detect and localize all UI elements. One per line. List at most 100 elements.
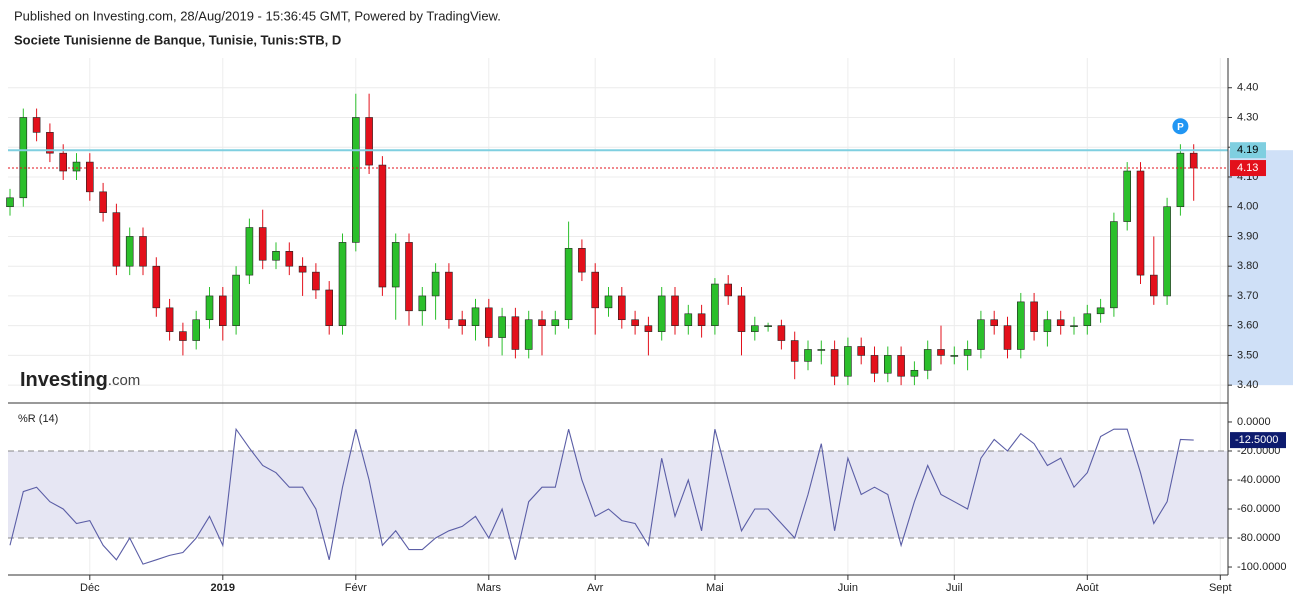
y-tick-label: 3.90 <box>1237 230 1258 242</box>
x-tick-label: Mai <box>706 582 724 594</box>
candle-body <box>790 340 799 362</box>
candle-body <box>32 117 41 133</box>
candle-body <box>258 227 267 261</box>
candle-body <box>325 289 334 326</box>
candle-body <box>245 227 254 276</box>
y-tick-label: -60.0000 <box>1237 503 1280 515</box>
candle-body <box>431 271 440 297</box>
candle-body <box>844 346 852 377</box>
y-tick-label: -40.0000 <box>1237 474 1280 486</box>
candle-body <box>418 295 427 312</box>
candle-body <box>232 274 240 326</box>
candle-body <box>272 251 280 261</box>
candle-body <box>750 325 759 332</box>
candle-body <box>59 152 68 172</box>
x-tick-label: Févr <box>345 582 367 594</box>
price-range-highlight <box>1229 150 1293 386</box>
candle-body <box>1150 274 1158 297</box>
candle-body <box>19 117 28 199</box>
candle-body <box>1096 307 1105 315</box>
candle-body <box>551 319 560 326</box>
candle-body <box>697 313 706 326</box>
y-tick-label: 4.30 <box>1237 111 1258 123</box>
candle-body <box>99 191 107 213</box>
candle-body <box>684 313 693 326</box>
candle-body <box>152 265 161 309</box>
candle-body <box>657 295 666 332</box>
candle-body <box>192 319 200 341</box>
candle-body <box>1123 170 1131 222</box>
candle-body <box>1083 313 1092 326</box>
candle-body <box>1043 319 1052 332</box>
candle-body <box>817 349 826 351</box>
candle-body <box>631 319 639 326</box>
candle-body <box>524 319 533 350</box>
y-tick-label: 3.40 <box>1237 379 1258 391</box>
logo: Investing.com <box>20 369 140 391</box>
candle-body <box>312 271 320 291</box>
candle-body <box>737 295 746 332</box>
candle-body <box>378 164 387 288</box>
logo-brand: Investing <box>20 369 108 391</box>
candle-body <box>764 325 772 327</box>
candle-body <box>724 283 733 297</box>
candle-body <box>405 242 413 312</box>
x-tick-label: Août <box>1076 582 1099 594</box>
candle-body <box>777 325 786 341</box>
candle-body <box>617 295 626 321</box>
candle-body <box>6 197 14 208</box>
candle-body <box>990 319 999 326</box>
y-tick-label: 3.80 <box>1237 260 1258 272</box>
candle-body <box>46 132 54 154</box>
candle-body <box>139 236 147 267</box>
candle-body <box>1070 325 1078 327</box>
candle-body <box>498 316 506 338</box>
candle-body <box>179 331 187 341</box>
candle-body <box>112 212 121 267</box>
x-tick-label: Avr <box>587 582 604 594</box>
candle-body <box>538 319 546 326</box>
marker-badge <box>1172 118 1189 135</box>
candle-body <box>937 349 945 356</box>
band <box>8 450 1228 539</box>
y-tick-label: -80.0000 <box>1237 532 1280 544</box>
x-tick-label: 2019 <box>211 582 235 594</box>
candle-body <box>471 307 480 326</box>
indicator-line <box>9 427 1194 565</box>
y-tick-label: 3.50 <box>1237 349 1258 361</box>
candle-body <box>205 295 214 321</box>
candle-body <box>1189 152 1198 169</box>
y-tick-label: 4.40 <box>1237 82 1258 94</box>
x-tick-label: Juin <box>838 582 858 594</box>
candle-body <box>644 325 653 332</box>
candle-body <box>1136 170 1145 276</box>
plot-area: 4.19 4.13 P %R (14) -12.5000 <box>6 93 1286 565</box>
candle-body <box>219 295 227 326</box>
candle-body <box>857 346 866 356</box>
x-tick-label: Sept <box>1209 582 1232 594</box>
candle-body <box>977 319 985 350</box>
candle-body <box>511 316 520 350</box>
level-label-box <box>1230 142 1266 159</box>
candle-body <box>298 265 307 273</box>
y-tick-label: 3.70 <box>1237 290 1258 302</box>
candle-body <box>1176 152 1185 208</box>
candle-body <box>1030 301 1038 332</box>
candle-body <box>86 161 94 193</box>
candle-body <box>1016 301 1025 350</box>
last-value-box <box>1230 432 1286 449</box>
candle-body <box>165 307 174 332</box>
candle-body <box>1110 221 1118 309</box>
candle-body <box>578 248 586 273</box>
candle-body <box>923 349 932 371</box>
x-tick-label: Déc <box>80 582 100 594</box>
candle-body <box>897 355 905 377</box>
instrument-title: Societe Tunisienne de Banque, Tunisie, T… <box>14 32 341 47</box>
candle-body <box>604 295 613 309</box>
candle-body <box>458 319 467 326</box>
candle-body <box>671 295 679 326</box>
y-tick-label: 3.60 <box>1237 320 1258 332</box>
x-tick-label: Juil <box>946 582 963 594</box>
